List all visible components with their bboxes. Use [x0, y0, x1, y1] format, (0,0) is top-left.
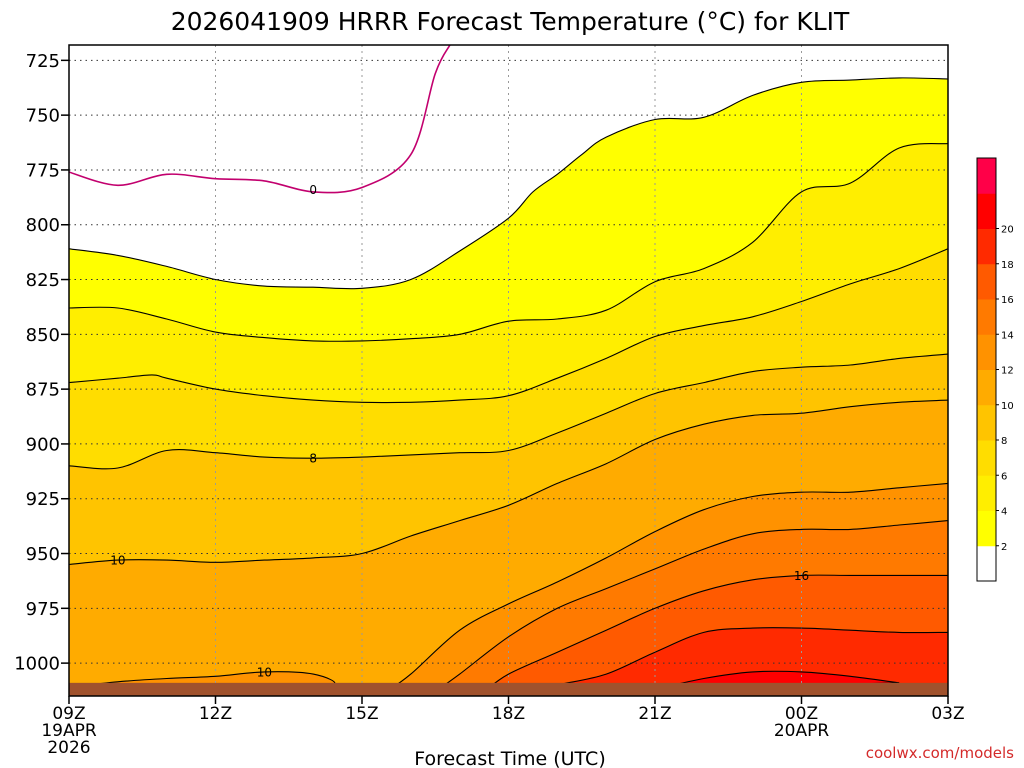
colorbar-swatch-7: [977, 299, 996, 335]
chart-title: 2026041909 HRRR Forecast Temperature (°C…: [171, 7, 850, 36]
colorbar-swatch-11: [977, 158, 996, 194]
contour-label-0: 0: [309, 183, 317, 197]
contour-label-10-pocket: 10: [257, 665, 272, 679]
isotherm-0: [69, 45, 451, 194]
temperature-fills: [69, 45, 948, 696]
colorbar-label-10: 10: [1001, 401, 1014, 412]
isotherm-14: [434, 520, 948, 693]
ytick-label-875: 875: [26, 380, 60, 401]
isotherm-20: [654, 670, 900, 690]
colorbar-swatch-1: [977, 510, 996, 547]
colorbar-swatch-8: [977, 263, 996, 300]
colorbar-label-14: 14: [1001, 330, 1014, 341]
ytick-label-950: 950: [26, 544, 60, 565]
xtick-year-09Z: 2026: [47, 738, 90, 758]
contour-label-8: 8: [309, 452, 317, 466]
colorbar-swatch-6: [977, 334, 996, 370]
contour-label-16: 16: [794, 569, 809, 583]
ground-surface: [69, 682, 948, 696]
isotherm-12: [386, 482, 948, 693]
colorbar-label-18: 18: [1001, 260, 1014, 271]
colorbar-label-20: 20: [1001, 225, 1014, 236]
colorbar-swatch-0: [977, 545, 996, 582]
colorbar-label-2: 2: [1001, 542, 1007, 553]
ground-fill: [69, 682, 948, 696]
isotherm-10: [69, 399, 948, 566]
colorbar-label-6: 6: [1001, 471, 1007, 482]
contour-labels: 0 8 10 16 10: [110, 183, 809, 679]
credit-text: coolwx.com/models: [866, 744, 1014, 762]
ytick-label-800: 800: [26, 215, 60, 236]
xtick-date-09Z: 19APR: [41, 721, 97, 741]
x-axis-label: Forecast Time (UTC): [414, 748, 605, 768]
isotherm-contours: [69, 45, 948, 693]
grid-lines: [69, 45, 948, 696]
xtick-label-12Z: 12Z: [199, 704, 232, 724]
colorbar-label-4: 4: [1001, 507, 1007, 518]
colorbar-label-12: 12: [1001, 366, 1014, 377]
colorbar-swatch-5: [977, 369, 996, 406]
y-axis: 725 750 775 800 825 850 875 900 925 950 975 1000: [14, 51, 69, 675]
colorbar-label-8: 8: [1001, 436, 1007, 447]
isotherm-6: [69, 248, 948, 404]
xtick-label-00Z: 00Z: [785, 704, 818, 724]
isotherm-16: [483, 574, 948, 693]
xtick-label-15Z: 15Z: [345, 704, 378, 724]
colorbar: 2 4 6 8 10 12 14 16 18 20: [976, 157, 1014, 582]
ytick-label-925: 925: [26, 489, 60, 510]
colorbar-swatch-10: [977, 193, 996, 229]
ytick-label-850: 850: [26, 325, 60, 346]
isotherm-8: [69, 353, 948, 470]
ytick-label-1000: 1000: [14, 654, 60, 675]
contour-label-10: 10: [110, 554, 125, 568]
colorbar-swatch-3: [977, 440, 996, 476]
xtick-label-09Z: 09Z: [52, 704, 85, 724]
colorbar-swatch-2: [977, 475, 996, 511]
isotherm-18: [532, 627, 948, 693]
ytick-label-775: 775: [26, 160, 60, 181]
colorbar-swatch-4: [977, 404, 996, 441]
ytick-label-750: 750: [26, 106, 60, 127]
colorbar-swatch-9: [977, 228, 996, 265]
xtick-date-00Z: 20APR: [774, 721, 830, 741]
plot-area: 0 8 10 16 10: [68, 44, 949, 697]
isotherm-4: [69, 143, 948, 342]
isotherm-2: [69, 77, 948, 290]
ytick-label-725: 725: [26, 51, 60, 72]
xtick-label-03Z: 03Z: [931, 704, 964, 724]
ytick-label-825: 825: [26, 270, 60, 291]
ytick-label-975: 975: [26, 599, 60, 620]
xtick-label-18Z: 18Z: [492, 704, 525, 724]
xtick-label-21Z: 21Z: [638, 704, 671, 724]
colorbar-label-16: 16: [1001, 295, 1014, 306]
ytick-label-900: 900: [26, 434, 60, 455]
